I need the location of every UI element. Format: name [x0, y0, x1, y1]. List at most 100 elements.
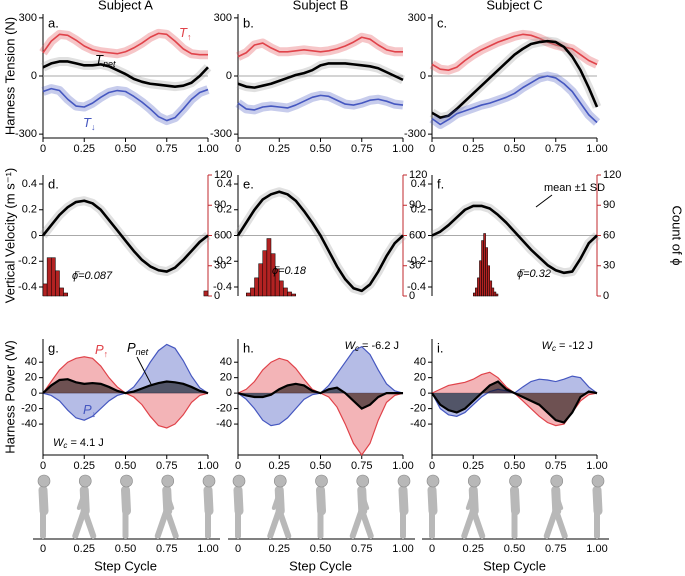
walker-head	[467, 474, 481, 488]
gait-tick-label: 0	[235, 543, 241, 555]
column-title: Subject A	[98, 0, 153, 12]
histogram-bar	[246, 292, 251, 297]
y-tick-label: -40	[216, 418, 232, 430]
walker-arm	[359, 490, 370, 510]
y-tick-label: 0	[226, 70, 232, 82]
panel-label: a.	[48, 15, 59, 30]
y-tick-label: -20	[216, 403, 232, 415]
histogram-bar	[485, 247, 488, 297]
histogram-annotation: ϕ̄=0.18	[272, 265, 307, 277]
y-tick-label: 0	[31, 387, 37, 399]
column-title: Subject B	[293, 0, 349, 12]
power-line	[431, 380, 598, 424]
y2-tick-label: 90	[409, 199, 421, 211]
x-tick-label: 0.75	[545, 143, 566, 155]
y-tick-label: 0	[226, 229, 232, 241]
line	[237, 94, 404, 111]
histogram-bar	[250, 287, 255, 297]
walker-head	[509, 474, 522, 488]
y-tick-label: 20	[414, 372, 426, 384]
series-label-sub: net	[136, 347, 149, 357]
histogram-bar	[487, 265, 490, 297]
note: mean ±1 SD	[544, 182, 605, 194]
y2-tick-label: 60	[409, 229, 421, 241]
walker-arm	[76, 490, 87, 510]
walker-arm	[553, 490, 564, 510]
x-tick-label: 0.25	[269, 143, 290, 155]
walker	[509, 474, 522, 539]
y-tick-label: 300	[214, 12, 232, 24]
work-annotation: Wc = 4.1 J	[53, 437, 104, 450]
y2-tick-label: 90	[603, 199, 615, 211]
x-tick-label: 0	[235, 143, 241, 155]
histogram-bar	[203, 290, 209, 297]
walker	[349, 474, 374, 539]
sd-band	[429, 36, 602, 123]
annotation-sub: c	[552, 344, 556, 353]
y2-tick-label: 120	[214, 169, 232, 181]
y-tick-label: 0	[31, 70, 37, 82]
series-label: Tnet	[95, 52, 116, 69]
y-tick-label: 20	[25, 372, 37, 384]
x-tick-label: 0.50	[115, 460, 136, 472]
x-tick-label: 0.50	[310, 143, 331, 155]
x-tick-label: 0.50	[115, 143, 136, 155]
x-tick-label: 0.75	[351, 143, 372, 155]
line	[42, 60, 209, 88]
histogram-bar	[262, 250, 268, 297]
y-tick-label: -300	[15, 128, 37, 140]
y2-tick-label: 120	[603, 169, 621, 181]
panel-label: d.	[48, 176, 59, 191]
histogram-bar	[59, 287, 64, 297]
leader	[535, 194, 553, 208]
x-tick-label: 0.75	[351, 460, 372, 472]
annotation-sub: c	[355, 344, 359, 353]
x-tick-label: 0.25	[74, 460, 95, 472]
gait-tick-label: 0.75	[351, 543, 372, 555]
walker	[543, 474, 568, 539]
histogram-bar	[495, 293, 499, 297]
power-area	[238, 346, 403, 426]
histogram-bar	[287, 291, 292, 297]
line	[236, 190, 404, 293]
histogram-bar	[493, 291, 497, 297]
y-tick-label: 0.2	[217, 204, 232, 216]
y-tick-label: 0	[31, 229, 37, 241]
work-annotation: Wc = -12 J	[542, 340, 593, 353]
y-tick-label: 300	[19, 12, 37, 24]
annotation-symbol: W	[542, 340, 554, 352]
y-tick-label: 300	[408, 12, 426, 24]
series-label-sub: ↓	[92, 409, 97, 419]
series-label: T↑	[179, 25, 191, 42]
x-tick-label: 0.50	[504, 143, 525, 155]
y-axis-label: Vertical Velocity (m s⁻¹)	[2, 168, 17, 303]
power-area	[43, 379, 208, 394]
walker-arm	[465, 490, 476, 510]
x-tick-label: 1.00	[392, 460, 413, 472]
x-tick-label: 0.75	[156, 143, 177, 155]
line	[42, 87, 209, 122]
walker-head	[273, 474, 287, 488]
panel-label: b.	[243, 15, 254, 30]
series-label: T↓	[83, 115, 95, 132]
walker	[232, 474, 246, 539]
histogram-bar	[51, 257, 56, 297]
series-label-name: T	[83, 115, 92, 130]
series-label-sub: ↑	[187, 32, 192, 42]
x-tick-label: 0.75	[156, 460, 177, 472]
y-tick-label: 40	[414, 356, 426, 368]
y2-tick-label: 30	[409, 260, 421, 272]
annotation-text: = -6.2 J	[359, 340, 399, 352]
panel-label: e.	[243, 176, 254, 191]
walker-arm	[164, 490, 175, 510]
histogram-bar	[491, 287, 495, 297]
y2-tick-label: 120	[409, 169, 427, 181]
walker-head	[356, 474, 370, 488]
panel-label: c.	[437, 15, 447, 30]
panel-label: g.	[48, 340, 59, 355]
x-tick-label: 1.00	[586, 143, 607, 155]
histogram-bar	[63, 292, 68, 297]
walker	[37, 474, 51, 539]
x-tick-label: 0	[429, 143, 435, 155]
